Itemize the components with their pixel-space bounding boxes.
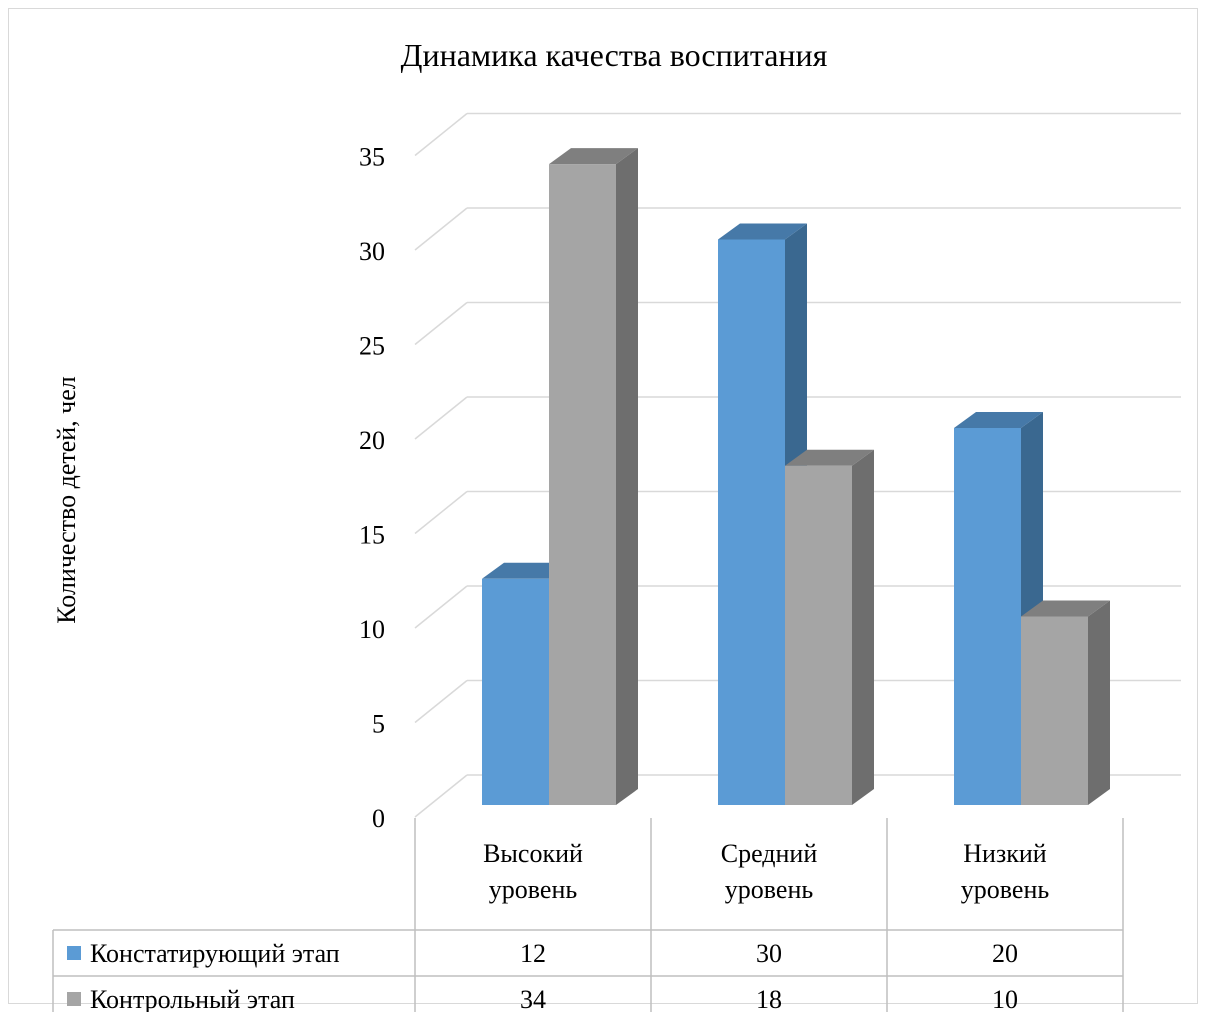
gridline-diagonal bbox=[414, 207, 468, 251]
bar bbox=[718, 239, 785, 805]
x-tick-label: уровень bbox=[961, 875, 1050, 904]
gridline-diagonal bbox=[414, 585, 468, 629]
y-tick-label: 5 bbox=[372, 710, 385, 739]
chart-title: Динамика качества воспитания bbox=[401, 37, 828, 73]
y-tick-label: 25 bbox=[359, 332, 385, 361]
bar-top bbox=[718, 223, 807, 240]
data-label: 30 bbox=[756, 939, 782, 968]
legend-key bbox=[67, 992, 81, 1006]
bar-side bbox=[852, 449, 874, 805]
bar bbox=[549, 164, 616, 806]
legend-label: Констатирующий этап bbox=[90, 939, 340, 968]
y-tick-label: 15 bbox=[359, 521, 385, 550]
bar bbox=[785, 465, 852, 805]
bar-side bbox=[1088, 600, 1110, 805]
gridline-diagonal bbox=[414, 774, 468, 818]
bar-top bbox=[549, 148, 638, 165]
bar-top bbox=[785, 449, 874, 466]
y-tick-label: 30 bbox=[359, 237, 385, 266]
y-axis-ticks: 0 5 10 15 20 25 30 35 bbox=[359, 143, 385, 834]
x-tick-label: Низкий bbox=[963, 839, 1047, 868]
bar bbox=[1021, 616, 1088, 805]
data-table: Высокий уровень Средний уровень Низкий уровен… bbox=[52, 818, 1124, 1012]
data-label: 18 bbox=[756, 985, 782, 1012]
y-tick-label: 10 bbox=[359, 615, 385, 644]
x-tick-label: Высокий bbox=[483, 839, 583, 868]
gridline-diagonal bbox=[414, 301, 468, 346]
bar-top bbox=[954, 412, 1043, 428]
x-tick-label: уровень bbox=[489, 875, 578, 904]
gridline-diagonal bbox=[414, 490, 468, 535]
bar-top bbox=[482, 562, 571, 579]
data-label: 34 bbox=[520, 985, 546, 1012]
legend-key bbox=[67, 946, 81, 960]
bar-top bbox=[1021, 600, 1110, 617]
legend-label: Контрольный этап bbox=[90, 985, 295, 1012]
y-tick-label: 0 bbox=[372, 804, 385, 833]
data-label: 10 bbox=[992, 985, 1018, 1012]
bar bbox=[482, 578, 549, 805]
gridline-diagonal bbox=[414, 396, 468, 440]
x-tick-label: уровень bbox=[725, 875, 814, 904]
bar-side bbox=[616, 148, 638, 806]
data-label: 20 bbox=[992, 939, 1018, 968]
bars bbox=[482, 148, 1110, 806]
x-tick-label: Средний bbox=[721, 839, 818, 868]
gridline-diagonal bbox=[414, 679, 468, 724]
gridline-diagonal bbox=[414, 112, 468, 157]
data-label: 12 bbox=[520, 939, 546, 968]
bar bbox=[954, 428, 1021, 805]
y-tick-label: 20 bbox=[359, 426, 385, 455]
y-tick-label: 35 bbox=[359, 143, 385, 172]
y-axis-title: Количество детей, чел bbox=[52, 376, 81, 624]
